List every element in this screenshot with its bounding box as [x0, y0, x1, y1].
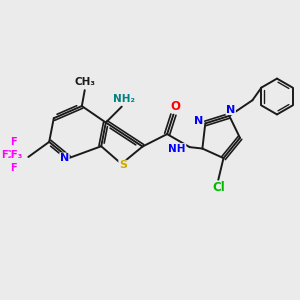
Text: CF₃: CF₃	[4, 151, 23, 160]
Text: N: N	[194, 116, 203, 125]
Text: N: N	[60, 153, 69, 163]
Text: F: F	[10, 137, 16, 148]
Text: S: S	[119, 160, 127, 170]
Text: NH₂: NH₂	[113, 94, 135, 103]
Text: CH₃: CH₃	[74, 77, 95, 87]
Text: F: F	[1, 151, 8, 160]
Text: NH: NH	[168, 144, 186, 154]
Text: Cl: Cl	[212, 182, 225, 194]
Text: O: O	[171, 100, 181, 113]
Text: N: N	[226, 104, 236, 115]
Text: F: F	[10, 163, 16, 173]
